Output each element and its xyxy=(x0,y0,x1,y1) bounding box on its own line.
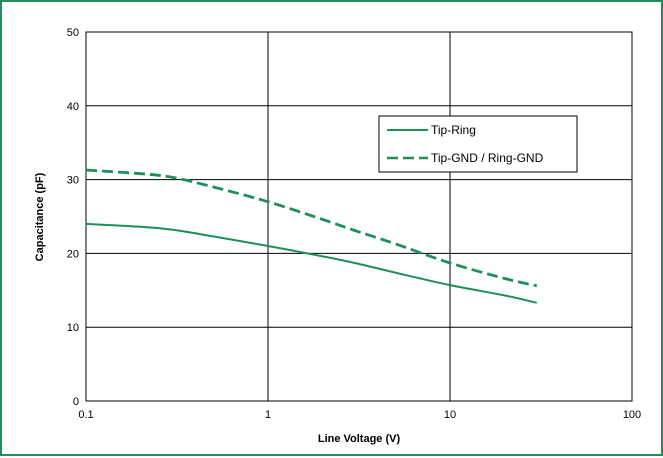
y-axis-title: Capacitance (pF) xyxy=(34,172,46,261)
series-line-tip-ring xyxy=(85,222,538,304)
x-tick-label: 0.1 xyxy=(78,409,93,421)
y-tick-label: 40 xyxy=(67,101,79,113)
y-tick-label: 50 xyxy=(67,27,79,39)
series-lines xyxy=(85,168,538,304)
x-tick-label: 100 xyxy=(623,409,641,421)
y-tick-label: 10 xyxy=(67,322,79,334)
legend: Tip-Ring Tip-GND / Ring-GND xyxy=(378,115,578,173)
x-tick-label: 1 xyxy=(265,409,271,421)
x-tick-label: 10 xyxy=(444,409,456,421)
y-tick-label: 0 xyxy=(73,396,79,408)
legend-label-tip-ring: Tip-Ring xyxy=(431,123,476,137)
y-tick-labels: 0 10 20 30 40 50 xyxy=(67,27,79,408)
x-tick-labels: 0.1 1 10 100 xyxy=(78,409,641,421)
x-axis-title: Line Voltage (V) xyxy=(318,433,401,445)
grid-lines xyxy=(85,31,633,402)
series-line-tip-gnd-ring-gnd xyxy=(85,168,538,288)
legend-label-tip-gnd-ring-gnd: Tip-GND / Ring-GND xyxy=(431,151,544,165)
legend-box xyxy=(378,115,578,173)
y-tick-label: 30 xyxy=(67,175,79,187)
plot-area-border xyxy=(85,31,633,402)
plot-border xyxy=(85,31,633,402)
y-tick-label: 20 xyxy=(67,248,79,260)
